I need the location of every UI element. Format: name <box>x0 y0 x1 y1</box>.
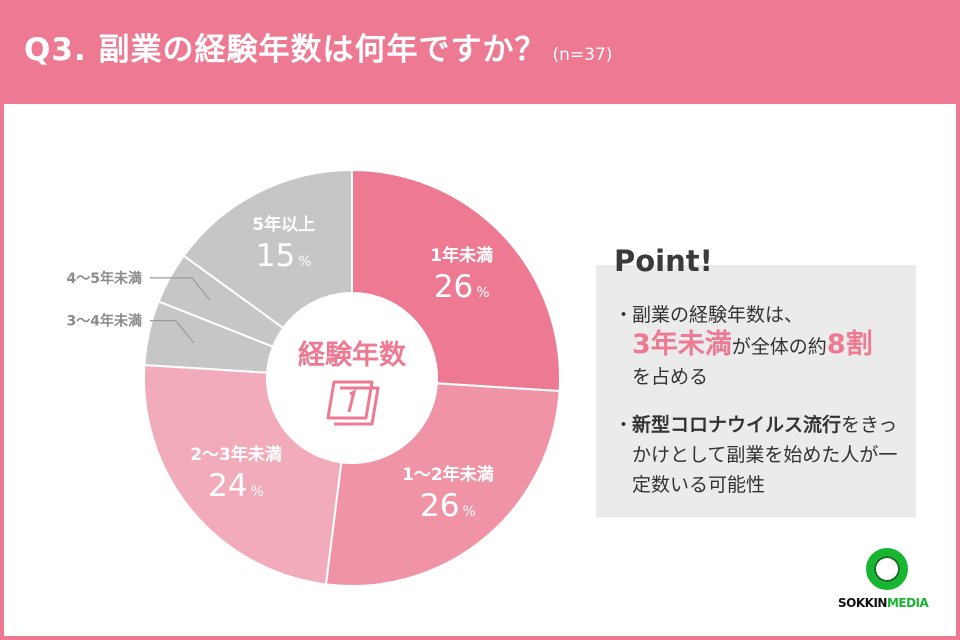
header-bar: Q3. 副業の経験年数は何年ですか？ (n=37) <box>0 0 960 104</box>
bullet-1-post: を占める <box>632 366 709 388</box>
pie-slice-2 <box>143 363 343 586</box>
title-text: Q3. 副業の経験年数は何年ですか？ <box>24 32 547 68</box>
point-bullet-2: ・ 新型コロナウイルス流行をきっかけとして副業を始めた人が一定数いる可能性 <box>614 410 912 500</box>
sample-size: (n=37) <box>552 45 613 65</box>
pie-slice-5 <box>182 168 353 330</box>
slice-value-1: 26% <box>420 488 476 524</box>
bullet-dot: ・ <box>614 414 634 436</box>
logo-text: SOKKINMEDIA <box>838 596 929 610</box>
logo-text-a: SOKKIN <box>838 596 887 610</box>
slice-label-2: 2〜3年未満 <box>190 444 282 465</box>
point-bullet-1: ・ 副業の経験年数は、 3年未満が全体の約8割 を占める <box>614 300 912 392</box>
point-box <box>596 265 916 517</box>
page-title: Q3. 副業の経験年数は何年ですか？ (n=37) <box>24 24 612 69</box>
center-label: 経験年数 <box>298 339 407 371</box>
logo-text-b: MEDIA <box>886 596 929 610</box>
leader-line-3 <box>150 320 195 343</box>
leader-line-4 <box>150 277 211 301</box>
bullet-1-highlight: 3年未満 <box>632 329 732 360</box>
point-title: Point! <box>614 244 713 278</box>
bullet-2-rest: をきっかけとして副業を始めた人が一定数いる可能性 <box>632 414 898 496</box>
slice-label-0: 1年未満 <box>430 245 493 266</box>
logo-ring-icon <box>866 548 908 590</box>
sokkin-media-logo: SOKKINMEDIA <box>838 548 930 618</box>
slice-label-1: 1〜2年未満 <box>402 464 494 485</box>
bullet-1-highlight-2: 8割 <box>826 329 873 360</box>
slice-label-3: 3〜4年未満 <box>67 313 142 330</box>
bullet-2-bold: 新型コロナウイルス流行 <box>632 414 842 436</box>
bullet-dot: ・ <box>614 304 634 326</box>
pie-slice-1 <box>324 382 561 587</box>
calendar-icon <box>326 380 380 426</box>
bullet-1-pre: 副業の経験年数は、 <box>632 304 804 326</box>
slice-label-4: 4〜5年未満 <box>67 270 142 287</box>
bullet-1-mid: が全体の約 <box>731 336 827 358</box>
pie-slice-0 <box>351 168 561 393</box>
slice-label-5: 5年以上 <box>252 214 315 235</box>
